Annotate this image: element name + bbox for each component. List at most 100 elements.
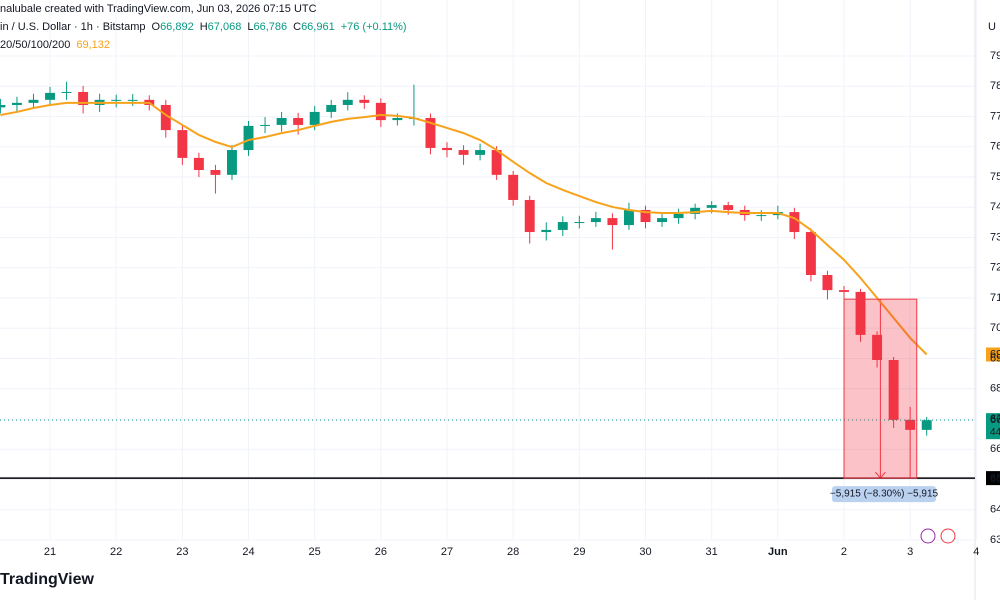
candle-body [822, 274, 833, 291]
y-tick-label: 74 [990, 201, 1000, 213]
candle-body [475, 150, 486, 155]
candle-body [260, 124, 271, 126]
change: +76 (+0.11%) [341, 21, 407, 33]
candle-body [872, 334, 883, 360]
y-tick-label: 71 [990, 292, 1000, 304]
price-badge-label: 65 [990, 472, 1000, 484]
price-badge [986, 347, 1000, 362]
candle-body [723, 205, 734, 210]
corner-label: U [988, 21, 996, 33]
y-tick-label: 65 [990, 473, 1000, 485]
candle-body [326, 104, 337, 112]
candle-body [888, 360, 899, 420]
y-tick-label: 76 [990, 141, 1000, 153]
x-tick-label: 27 [441, 546, 453, 558]
y-tick-label: 72 [990, 262, 1000, 274]
x-tick-label: 29 [573, 546, 585, 558]
candle-body [61, 91, 72, 93]
candle-body [293, 117, 304, 125]
candle-body [11, 102, 22, 105]
y-tick-label: 66 [990, 443, 1000, 455]
candle-body [45, 92, 55, 100]
icon[interactable] [940, 528, 956, 544]
candle-body [541, 229, 552, 233]
candle-body [359, 99, 370, 103]
candle-body [78, 91, 89, 105]
candle-body [508, 174, 519, 200]
price-badge-label: 69 [990, 348, 1000, 360]
candle-body [855, 291, 866, 335]
candle-body [458, 150, 469, 155]
ma-last: 69,132 [76, 39, 110, 51]
ohlc-value: 66,892 [160, 21, 194, 33]
candle-body [442, 147, 452, 151]
candle-body [392, 117, 403, 121]
ohlc-key: O [152, 21, 161, 33]
candle-body [657, 218, 668, 223]
candle-body [905, 419, 916, 430]
watermark: TradingView [0, 571, 95, 588]
x-tick-label: 28 [507, 546, 519, 558]
x-tick-label: Jun [768, 546, 788, 558]
x-tick-label: 23 [176, 546, 188, 558]
candle-body [28, 99, 39, 103]
candle-body [127, 99, 138, 101]
candle-body [623, 209, 634, 226]
y-tick-label: 63 [990, 534, 1000, 546]
ma-legend: 20/50/100/200 69,132 [0, 39, 110, 51]
ohlc-value: 67,068 [208, 21, 242, 33]
ohlc-key: C [293, 21, 301, 33]
candle-body [375, 102, 386, 121]
y-tick-label: 64 [990, 504, 1000, 516]
candle-body [839, 290, 849, 292]
candle-body [342, 99, 353, 105]
candle-body [210, 170, 221, 175]
symbol: in / U.S. Dollar · 1h · Bitstamp [0, 21, 146, 33]
candle-body [640, 209, 651, 223]
ohlc-value: 66,786 [253, 21, 287, 33]
measure-label: −5,915 (−8.30%) −5,915 [830, 489, 939, 500]
candle-body [243, 125, 254, 151]
candle-body [756, 215, 767, 217]
ohlc-key: L [247, 21, 253, 33]
x-tick-label: 22 [110, 546, 122, 558]
candle-body [574, 222, 585, 224]
y-tick-label: 75 [990, 171, 1000, 183]
y-tick-label: 79 [990, 50, 1000, 62]
candle-body [557, 222, 568, 230]
candle-body [673, 213, 684, 219]
candle-body [425, 117, 436, 148]
candle-body [0, 104, 6, 108]
y-tick-label: 69 [990, 352, 1000, 364]
x-tick-label: 4 [973, 546, 979, 558]
x-tick-label: 25 [309, 546, 321, 558]
y-tick-label: 68 [990, 383, 1000, 395]
x-tick-label: 30 [639, 546, 651, 558]
candle-body [524, 199, 535, 233]
candle-body [160, 104, 171, 131]
y-tick-label: 77 [990, 110, 1000, 122]
ma-name: 20/50/100/200 [0, 39, 70, 51]
y-tick-label: 67 [990, 413, 1000, 425]
x-tick-label: 31 [706, 546, 718, 558]
ma-line [0, 101, 928, 356]
icon[interactable] [920, 528, 936, 544]
candle-body [276, 117, 287, 125]
candle-body [177, 130, 188, 158]
ohlc-value: 66,961 [301, 21, 335, 33]
ohlc-key: H [200, 21, 208, 33]
countdown: 44 [990, 427, 1000, 438]
candle-body [607, 218, 618, 226]
measure-box [843, 298, 918, 479]
x-tick-label: 24 [242, 546, 254, 558]
y-tick-label: 73 [990, 231, 1000, 243]
price-badge [986, 471, 1000, 486]
candle-body [789, 212, 800, 233]
x-tick-label: 26 [375, 546, 387, 558]
x-tick-label: 2 [841, 546, 847, 558]
y-tick-label: 78 [990, 80, 1000, 92]
candle-body [193, 157, 204, 171]
measure-label-bg [832, 486, 936, 503]
credit: nalubale created with TradingView.com, J… [0, 3, 317, 15]
